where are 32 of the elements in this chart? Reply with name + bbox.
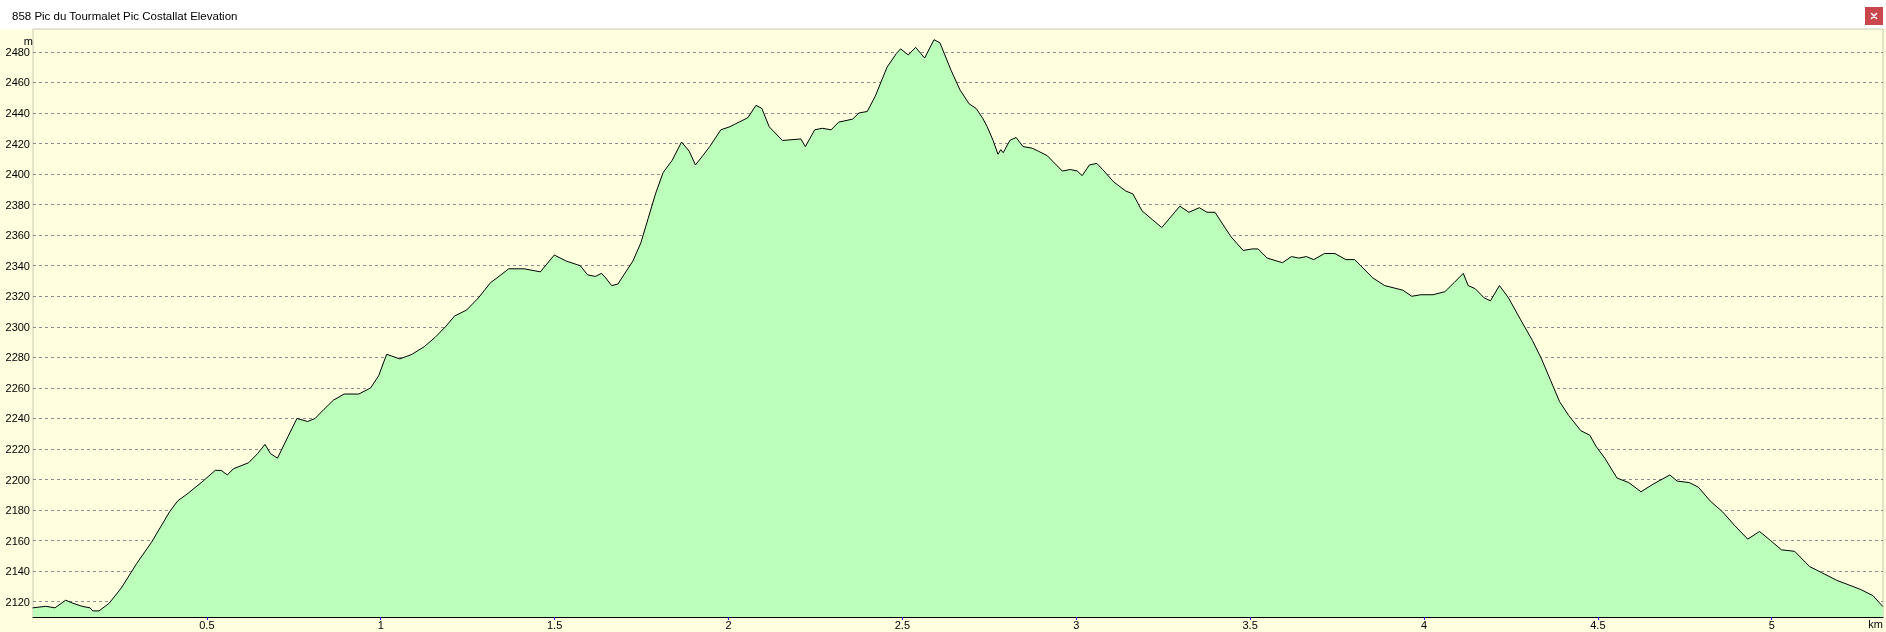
- x-tick-label: 2.5: [894, 618, 911, 631]
- y-tick-label: 2160: [5, 534, 30, 547]
- y-tick-label: 2480: [5, 45, 30, 58]
- y-tick-label: 2360: [5, 229, 30, 242]
- y-tick-label: 2320: [5, 290, 30, 303]
- x-tick-label: 3: [1073, 618, 1080, 631]
- x-tick-label: 4.5: [1590, 618, 1606, 631]
- y-tick-label: 2220: [5, 443, 30, 455]
- x-tick-label: 0.5: [199, 618, 215, 631]
- x-tick-label: 1.5: [546, 618, 563, 631]
- y-tick-label: 2140: [5, 565, 30, 578]
- y-tick-label: 2440: [5, 107, 30, 119]
- y-tick-label: 2300: [5, 320, 30, 333]
- y-tick-label: 2180: [5, 504, 30, 517]
- x-tick-label: 4: [1420, 618, 1428, 631]
- y-tick-label: 2380: [5, 198, 30, 211]
- y-tick-label: 2400: [5, 168, 30, 181]
- y-axis-title: m: [23, 35, 33, 48]
- y-tick-label: 2120: [5, 595, 30, 608]
- y-tick-label: 2260: [5, 381, 30, 394]
- chart-title: 858 Pic du Tourmalet Pic Costallat Elevation: [12, 10, 238, 22]
- y-tick-label: 2240: [5, 412, 30, 425]
- y-tick-label: 2280: [5, 351, 30, 364]
- x-tick-label: 3.5: [1242, 618, 1258, 631]
- x-tick-label: 2: [725, 618, 732, 631]
- x-tick-label: 5: [1768, 618, 1775, 631]
- x-tick-label: 1: [377, 618, 384, 631]
- x-axis-title: km: [1868, 617, 1883, 630]
- y-tick-label: 2460: [5, 76, 30, 89]
- y-tick-label: 2420: [5, 137, 30, 150]
- y-tick-label: 2340: [5, 259, 30, 272]
- y-tick-label: 2200: [5, 473, 30, 486]
